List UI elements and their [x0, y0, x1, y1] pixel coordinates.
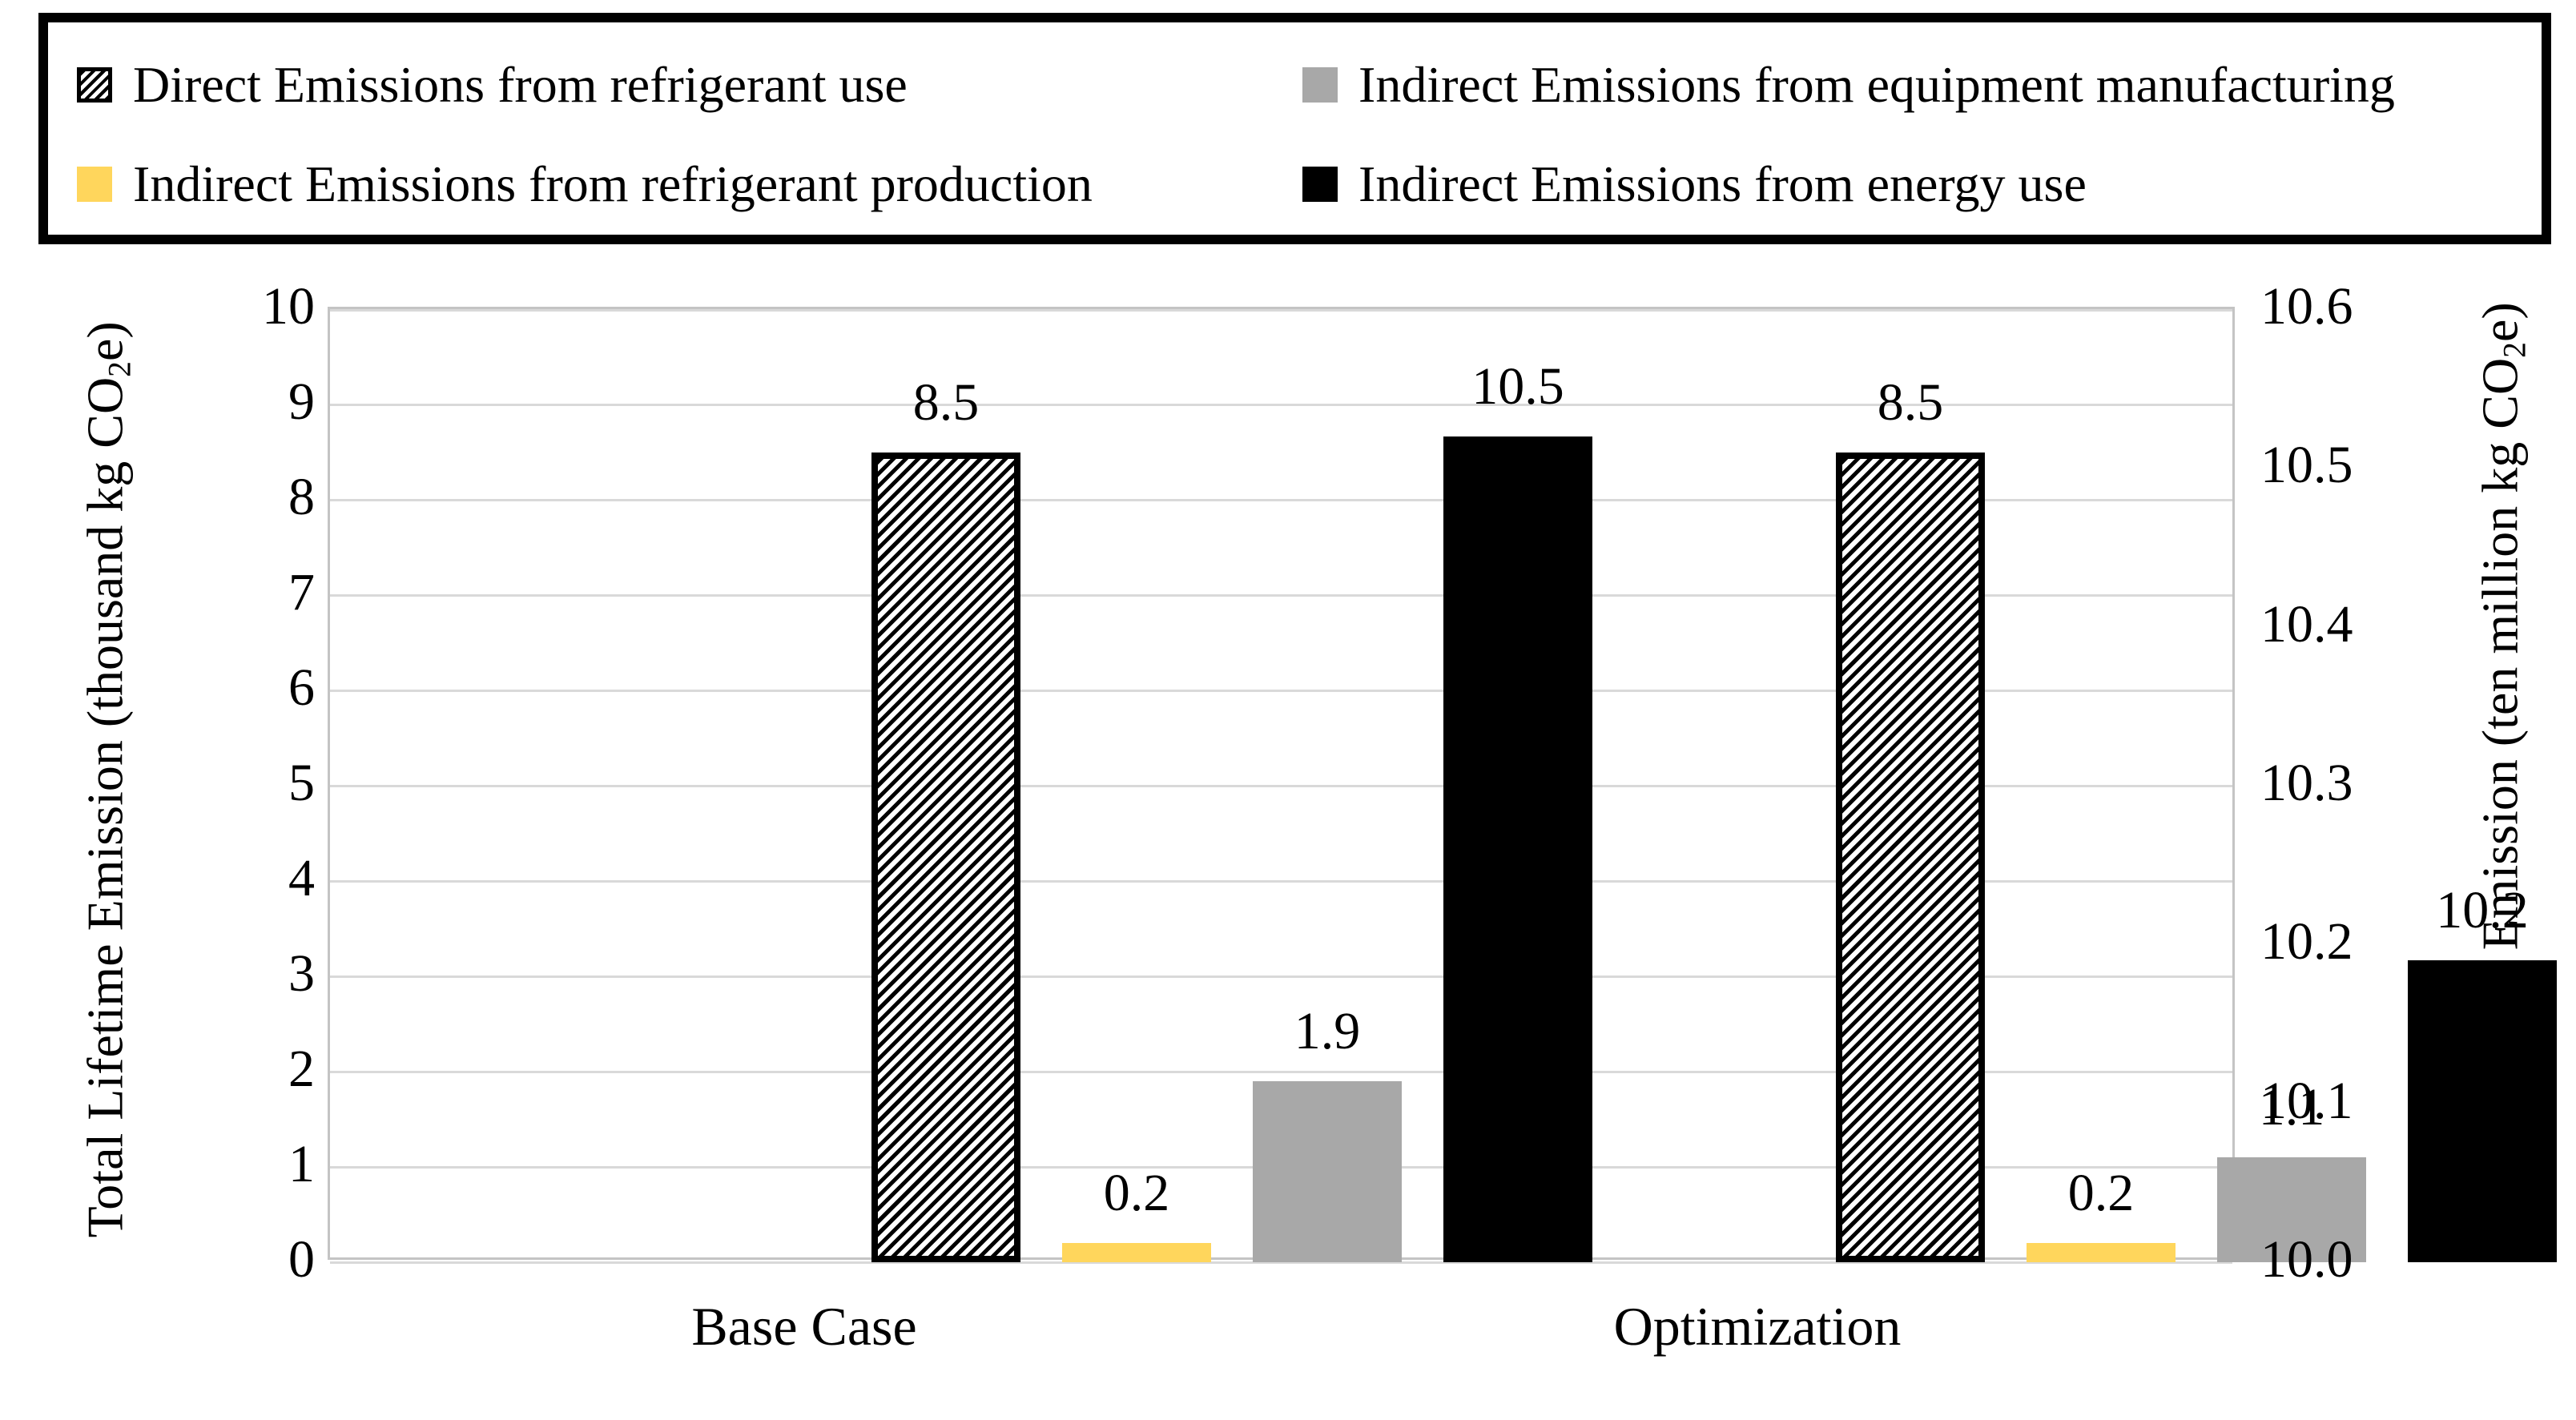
- gray-swatch-icon: [1302, 67, 1338, 103]
- left-axis-tick-label: 5: [288, 754, 315, 812]
- right-axis-tick-label: 10.6: [2260, 277, 2353, 336]
- bar-equipment-manufacturing: [2217, 1157, 2366, 1262]
- black-swatch-icon: [1302, 166, 1338, 202]
- bar-value-label: 10.5: [1471, 356, 1564, 416]
- left-axis-tick-label: 8: [288, 468, 315, 526]
- bar-energy-use: [2408, 960, 2557, 1262]
- category-label: Base Case: [691, 1296, 917, 1357]
- yellow-swatch-icon: [77, 166, 112, 202]
- chart-canvas: Direct Emissions from refrigerant use In…: [38, 13, 2557, 1357]
- bar-value-label: 10.2: [2436, 881, 2529, 940]
- gridline: [330, 309, 2232, 312]
- right-axis-tick-label: 10.0: [2260, 1230, 2353, 1289]
- bar-value-label: 8.5: [1877, 372, 1944, 432]
- right-axis-title-text: e): [2471, 302, 2529, 342]
- hatch-pattern-swatch-icon: [77, 67, 112, 103]
- right-axis-tick-label: 10.5: [2260, 436, 2353, 495]
- legend-item-direct-refrigerant-use: Direct Emissions from refrigerant use: [48, 45, 1274, 125]
- legend-item-label: Indirect Emissions from equipment manufa…: [1358, 56, 2395, 113]
- left-axis-tick-label: 2: [288, 1040, 315, 1098]
- plot-area: 8.5 0.2 1.9 10.5 8.5 0.2 1.1 10.2: [328, 307, 2557, 1264]
- gridline: [330, 879, 2232, 883]
- legend-item-label: Indirect Emissions from energy use: [1358, 155, 2087, 212]
- bar-value-label: 0.2: [2067, 1164, 2135, 1223]
- bar-direct-refrigerant-use: [871, 452, 1020, 1262]
- left-axis-tick-label: 10: [262, 277, 315, 336]
- left-axis-title-text: e): [76, 321, 134, 361]
- gridline: [330, 593, 2232, 597]
- left-axis-title: Total Lifetime Emission (thousand kg CO2…: [76, 139, 138, 1420]
- right-axis-tick-label: 10.3: [2260, 754, 2353, 812]
- gridline: [330, 784, 2232, 787]
- legend-item-refrigerant-production: Indirect Emissions from refrigerant prod…: [48, 144, 1274, 224]
- right-axis-tick-label: 10.2: [2260, 912, 2353, 971]
- bar-refrigerant-production: [1062, 1243, 1211, 1262]
- left-axis-tick-label: 9: [288, 372, 315, 431]
- legend-item-label: Direct Emissions from refrigerant use: [133, 56, 908, 113]
- gridline: [330, 403, 2232, 406]
- left-axis-title-subscript: 2: [102, 360, 138, 377]
- gridline: [330, 975, 2232, 978]
- gridline: [330, 498, 2232, 501]
- legend-item-energy-use: Indirect Emissions from energy use: [1274, 144, 2542, 224]
- left-axis-tick-label: 6: [288, 658, 315, 717]
- category-label: Optimization: [1613, 1296, 1902, 1357]
- gridline: [330, 1261, 2232, 1264]
- left-axis-tick-label: 0: [288, 1230, 315, 1289]
- right-axis-tick-label: 10.1: [2260, 1071, 2353, 1130]
- left-axis-tick-label: 1: [288, 1135, 315, 1193]
- left-axis-tick-label: 3: [288, 944, 315, 1003]
- legend-item-label: Indirect Emissions from refrigerant prod…: [133, 155, 1093, 212]
- bar-value-label: 1.9: [1294, 1001, 1361, 1060]
- gridline: [330, 1070, 2232, 1073]
- legend: Direct Emissions from refrigerant use In…: [38, 13, 2551, 244]
- left-axis-tick-label: 7: [288, 563, 315, 622]
- left-axis-tick-label: 4: [288, 849, 315, 907]
- bar-value-label: 1.1: [2258, 1078, 2325, 1137]
- bar-direct-refrigerant-use: [1836, 452, 1985, 1262]
- right-axis-title-subscript: 2: [2497, 341, 2533, 358]
- bar-equipment-manufacturing: [1253, 1080, 1402, 1262]
- bar-refrigerant-production: [2027, 1243, 2176, 1262]
- legend-item-equipment-manufacturing: Indirect Emissions from equipment manufa…: [1274, 45, 2542, 125]
- bar-energy-use: [1443, 436, 1592, 1262]
- bar-value-label: 8.5: [912, 372, 980, 432]
- gridline: [330, 689, 2232, 692]
- right-axis-tick-label: 10.4: [2260, 594, 2353, 654]
- left-axis-title-text: Total Lifetime Emission (thousand kg CO: [76, 376, 134, 1238]
- bar-value-label: 0.2: [1103, 1164, 1170, 1223]
